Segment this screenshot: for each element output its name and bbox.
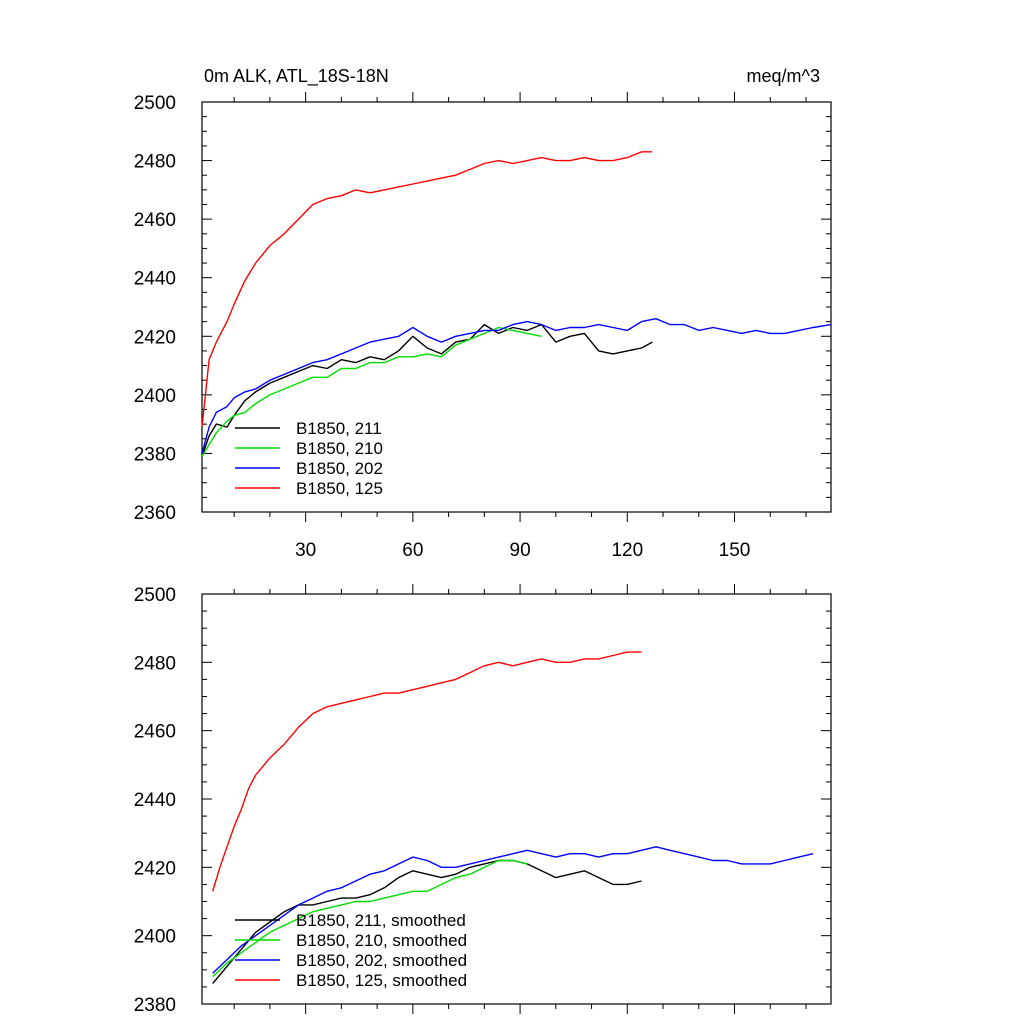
series-line-1: [201, 326, 542, 457]
axis-ticks: [202, 584, 831, 1014]
y-tick-label: 2380: [134, 444, 176, 465]
legend-label-0: B1850, 211, smoothed: [296, 911, 466, 930]
bottom-panel: 2380 2400 2420 2440 2460 2480 2500 B1850, 211,…: [134, 584, 832, 1016]
y-tick-label: 2480: [134, 152, 176, 173]
series-line-3: [212, 651, 642, 892]
axis-tick-labels: 2380 2400 2420 2440 2460 2480 2500: [134, 585, 176, 1016]
x-tick-label: 120: [611, 540, 643, 561]
y-tick-label: 2480: [134, 653, 176, 674]
series-line-0: [201, 323, 653, 457]
y-tick-label: 2500: [134, 93, 176, 114]
y-tick-label: 2400: [134, 386, 176, 407]
legend-label-3: B1850, 125: [296, 479, 383, 498]
axis-ticks: [202, 92, 831, 522]
x-tick-label: 150: [719, 540, 751, 561]
series-line-1: [212, 859, 528, 978]
y-tick-label: 2420: [134, 327, 176, 348]
axis-tick-labels: 2360 2380 2400 2420 2440 2460 2480 2500 30 60 90 12…: [134, 93, 751, 561]
x-tick-label: 60: [402, 540, 423, 561]
y-tick-label: 2500: [134, 585, 176, 606]
y-tick-label: 2360: [134, 503, 176, 524]
x-tick-label: 90: [510, 540, 531, 561]
y-tick-label: 2460: [134, 722, 176, 743]
y-tick-label: 2400: [134, 927, 176, 948]
x-tick-label: 30: [295, 540, 316, 561]
units-label: meq/m^3: [747, 66, 820, 86]
series-line-2: [212, 846, 814, 974]
y-tick-label: 2380: [134, 995, 176, 1016]
series-lines: [212, 651, 814, 984]
series-lines: [201, 151, 832, 457]
legend-label-2: B1850, 202: [296, 459, 383, 478]
series-line-3: [201, 151, 653, 428]
y-tick-label: 2420: [134, 858, 176, 879]
y-tick-label: 2440: [134, 269, 176, 290]
y-tick-label: 2440: [134, 790, 176, 811]
chart-title: 0m ALK, ATL_18S-18N: [204, 66, 389, 87]
legend-label-3: B1850, 125, smoothed: [296, 971, 467, 990]
legend-label-1: B1850, 210, smoothed: [296, 931, 467, 950]
y-tick-label: 2460: [134, 210, 176, 231]
series-line-2: [201, 318, 832, 454]
top-panel: 0m ALK, ATL_18S-18N meq/m^3 2360 2380 2400…: [134, 66, 832, 561]
legend-label-2: B1850, 202, smoothed: [296, 951, 467, 970]
legend-label-0: B1850, 211: [296, 419, 382, 438]
series-line-0: [212, 859, 642, 984]
legend-label-1: B1850, 210: [296, 439, 383, 458]
